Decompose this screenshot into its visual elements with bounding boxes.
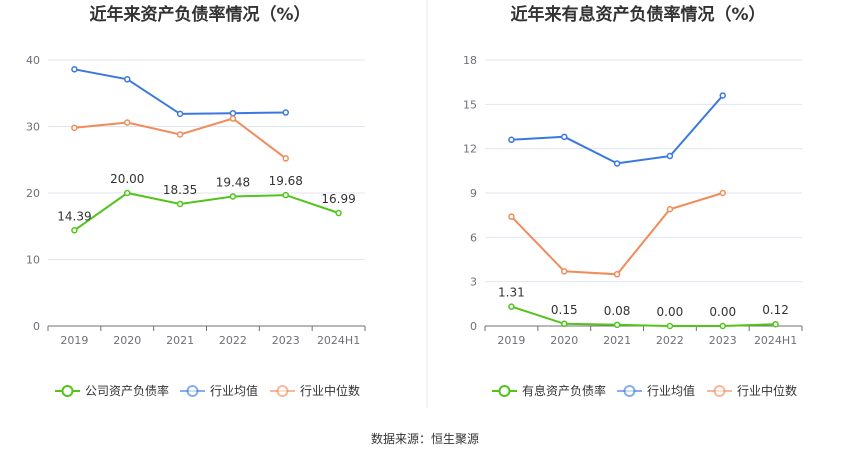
legend-item-industry_avg[interactable]: 行业均值 (617, 383, 695, 398)
series-line-company (511, 305, 776, 327)
x-tick-label: 2021 (603, 334, 631, 347)
legend-item-industry_avg[interactable]: 行业均值 (180, 383, 258, 398)
data-point-company[interactable] (508, 303, 515, 310)
legend-label: 公司资产负债率 (85, 383, 169, 398)
data-point-industry_avg[interactable] (666, 152, 674, 160)
data-label: 19.68 (269, 174, 303, 188)
y-tick-label: 10 (26, 254, 40, 267)
legend-item-industry_median[interactable]: 行业中位数 (707, 383, 797, 398)
y-tick-label: 9 (470, 187, 477, 200)
y-tick-label: 0 (33, 320, 40, 333)
y-tick-label: 30 (26, 121, 40, 134)
series-line-industry_median (74, 117, 287, 160)
data-point-industry_avg[interactable] (613, 160, 621, 167)
legend-item-company[interactable]: 有息资产负债率 (492, 383, 606, 398)
data-label: 16.99 (321, 192, 355, 206)
data-label: 0.08 (604, 304, 631, 318)
x-tick-label: 2020 (550, 334, 578, 347)
legend-label: 行业中位数 (737, 383, 797, 398)
data-point-company[interactable] (719, 322, 726, 330)
legend-label: 行业中位数 (300, 383, 360, 398)
x-tick-label: 2020 (113, 334, 141, 347)
x-tick-label: 2022 (219, 334, 247, 347)
data-point-company[interactable] (335, 209, 342, 217)
data-label: 20.00 (110, 172, 144, 186)
debt-ratio-chart: 近年来资产负债率情况（%） 0 10 20 30 40 2019 2020 2021 2022 2… (26, 4, 366, 398)
data-point-industry_avg[interactable] (176, 110, 184, 118)
data-point-industry_median[interactable] (282, 155, 289, 162)
x-tick-label: 2019 (60, 334, 88, 347)
data-point-industry_avg[interactable] (229, 109, 237, 117)
legend-item-company[interactable]: 公司资产负债率 (55, 383, 169, 398)
data-point-industry_median[interactable] (176, 131, 184, 138)
y-tick-label: 12 (463, 143, 477, 156)
data-point-industry_median[interactable] (71, 124, 78, 132)
chart-title: 近年来资产负债率情况（%） (89, 4, 310, 25)
data-point-company[interactable] (176, 200, 184, 208)
data-label: 19.48 (216, 175, 250, 189)
y-tick-label: 18 (463, 54, 477, 67)
series-line-industry_median (510, 192, 724, 276)
data-point-industry_median[interactable] (613, 271, 621, 278)
x-tick-label: 2023 (709, 334, 737, 347)
data-point-industry_avg[interactable] (508, 136, 515, 144)
data-point-company[interactable] (282, 191, 289, 199)
data-point-industry_median[interactable] (508, 213, 515, 220)
data-point-company[interactable] (613, 321, 621, 329)
data-point-company[interactable] (124, 189, 131, 197)
legend-label: 行业均值 (210, 383, 258, 398)
y-tick-label: 0 (470, 320, 477, 333)
x-tick-label: 2024H1 (317, 334, 360, 347)
data-point-industry_median[interactable] (561, 268, 568, 275)
y-tick-label: 40 (26, 54, 40, 67)
y-tick-label: 3 (470, 276, 477, 289)
data-label: 0.00 (657, 305, 684, 319)
legend-marker (276, 385, 289, 397)
legend-item-industry_median[interactable]: 行业中位数 (270, 383, 360, 398)
data-point-company[interactable] (772, 320, 779, 328)
series-line-industry_avg (511, 94, 724, 165)
x-tick-label: 2024H1 (754, 334, 797, 347)
data-point-company[interactable] (666, 322, 674, 330)
data-label: 18.35 (163, 183, 197, 197)
data-label: 0.15 (551, 303, 578, 317)
data-point-industry_median[interactable] (666, 206, 674, 213)
data-point-industry_avg[interactable] (561, 133, 568, 141)
series-line-company (73, 191, 339, 232)
x-tick-label: 2021 (166, 334, 194, 347)
data-point-industry_avg[interactable] (71, 66, 78, 73)
y-tick-label: 20 (26, 187, 40, 200)
legend-label: 有息资产负债率 (522, 383, 606, 398)
data-point-industry_avg[interactable] (124, 76, 131, 83)
data-point-industry_median[interactable] (124, 119, 131, 126)
x-tick-label: 2023 (272, 334, 300, 347)
legend-label: 行业均值 (647, 383, 695, 398)
data-label: 0.12 (762, 303, 789, 317)
legend-marker (186, 385, 199, 397)
y-tick-label: 6 (470, 231, 477, 244)
chart-title: 近年来有息资产负债率情况（%） (510, 4, 765, 25)
data-point-industry_median[interactable] (719, 189, 726, 197)
data-point-company[interactable] (561, 320, 568, 328)
series-line-industry_avg (74, 68, 286, 115)
data-point-company[interactable] (71, 227, 78, 234)
data-point-company[interactable] (229, 193, 237, 200)
legend-marker (713, 385, 726, 397)
data-label: 0.00 (709, 305, 736, 319)
data-label: 14.39 (57, 209, 91, 223)
data-point-industry_median[interactable] (229, 115, 237, 122)
data-point-industry_avg[interactable] (282, 109, 289, 116)
x-tick-label: 2019 (497, 334, 525, 347)
data-source: 数据来源：恒生聚源 (371, 431, 479, 446)
interest-bearing-debt-ratio-chart: 近年来有息资产负债率情况（%） 0 3 6 9 12 15 18 2019 2020 2021 20… (463, 4, 803, 398)
legend-marker (623, 385, 636, 397)
y-tick-label: 15 (463, 98, 477, 111)
legend-marker (498, 385, 511, 397)
data-label: 1.31 (498, 286, 525, 300)
x-tick-label: 2022 (656, 334, 684, 347)
data-point-industry_avg[interactable] (719, 92, 726, 99)
legend-marker (61, 385, 74, 397)
